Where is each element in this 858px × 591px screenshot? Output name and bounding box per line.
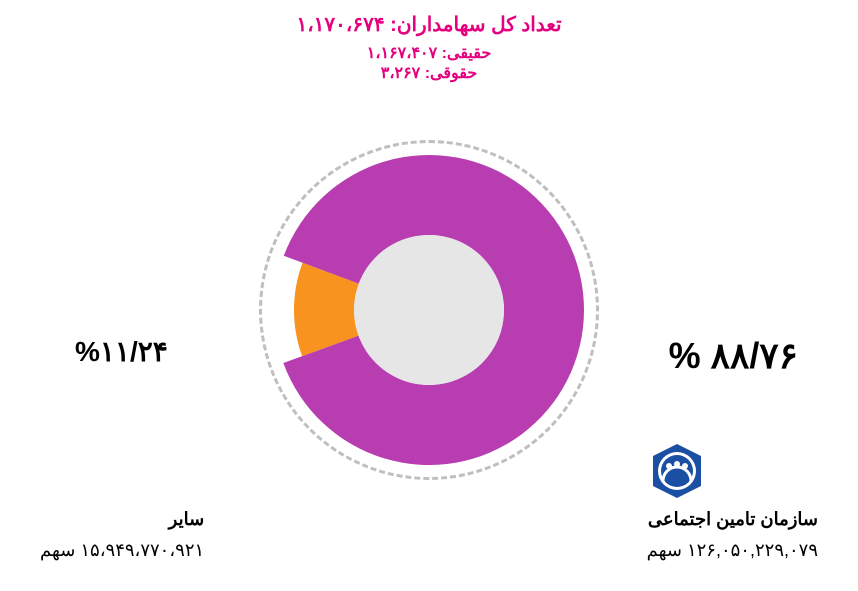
legend-other-shares: ۱۵،۹۴۹،۷۷۰،۹۲۱ سهم <box>40 540 204 561</box>
legal-value: ۳،۲۶۷ <box>381 65 421 82</box>
total-label: تعداد کل سهامداران: <box>390 14 561 36</box>
legend-other-shares-unit: سهم <box>40 540 75 560</box>
legend-main-shares-value: ۱۲۶,۰۵۰,۲۲۹,۰۷۹ <box>687 540 818 560</box>
org-icon <box>647 441 818 501</box>
legend-main-title: سازمان تامین اجتماعی <box>647 509 818 530</box>
total-shareholders: تعداد کل سهامداران: ۱،۱۷۰،۶۷۴ <box>0 12 858 37</box>
percent-label-main: % ۸۸/۷۶ <box>669 335 798 377</box>
legend-other-title: سایر <box>40 509 204 530</box>
real-label: حقیقی: <box>442 45 492 62</box>
legal-shareholders: حقوقی: ۳،۲۶۷ <box>0 63 858 83</box>
legend-other: سایر ۱۵،۹۴۹،۷۷۰،۹۲۱ سهم <box>40 509 204 561</box>
legend-main: سازمان تامین اجتماعی ۱۲۶,۰۵۰,۲۲۹,۰۷۹ سهم <box>647 441 818 561</box>
legend-other-shares-value: ۱۵،۹۴۹،۷۷۰،۹۲۱ <box>80 540 204 560</box>
real-value: ۱،۱۶۷،۴۰۷ <box>367 45 437 62</box>
inner-circle <box>354 235 504 385</box>
header: تعداد کل سهامداران: ۱،۱۷۰،۶۷۴ حقیقی: ۱،۱… <box>0 0 858 83</box>
real-shareholders: حقیقی: ۱،۱۶۷،۴۰۷ <box>0 43 858 63</box>
legend-main-shares-unit: سهم <box>647 540 682 560</box>
donut-chart <box>239 120 619 500</box>
total-value: ۱،۱۷۰،۶۷۴ <box>296 14 384 36</box>
percent-label-other: %۱۱/۲۴ <box>75 335 168 368</box>
legend-main-shares: ۱۲۶,۰۵۰,۲۲۹,۰۷۹ سهم <box>647 540 818 561</box>
legal-label: حقوقی: <box>425 65 478 82</box>
